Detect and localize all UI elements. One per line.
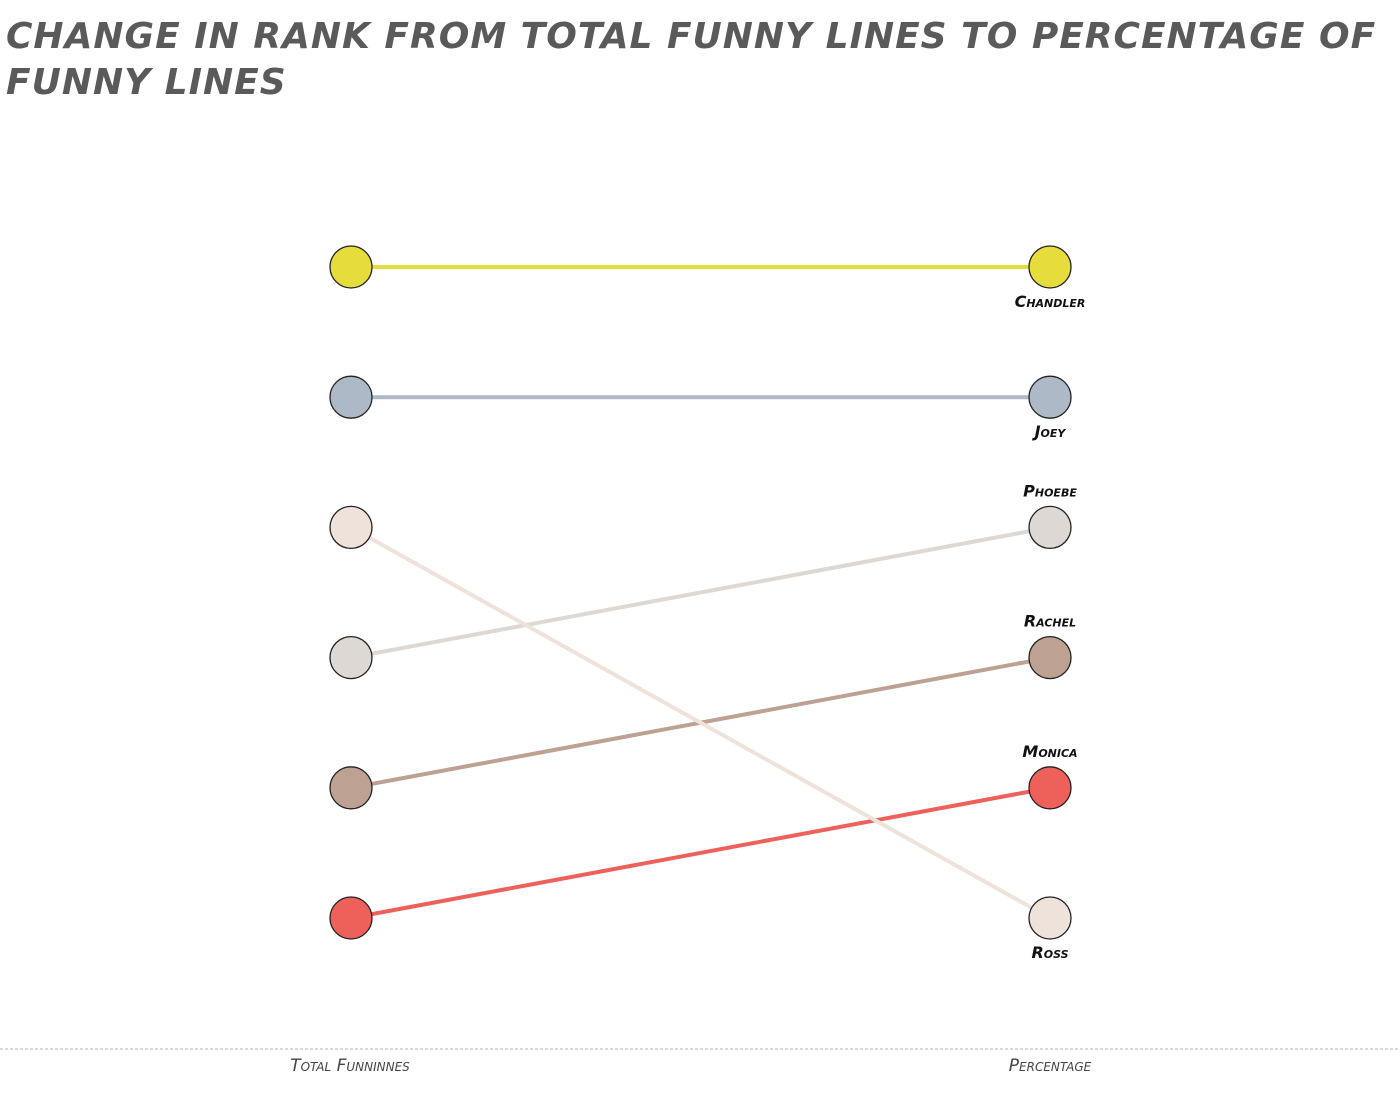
point-chandler-percentage [1028, 245, 1072, 289]
point-joey-total [329, 375, 373, 419]
series-line-monica [349, 785, 1052, 920]
point-joey-percentage [1028, 375, 1072, 419]
point-chandler-total [329, 245, 373, 289]
series-label-chandler: Chandler [1015, 292, 1086, 311]
point-rachel-percentage [1028, 635, 1072, 680]
point-rachel-total [329, 766, 373, 810]
point-ross-percentage [1028, 896, 1072, 940]
series-lines [349, 265, 1052, 920]
point-monica-percentage [1028, 766, 1072, 810]
series-labels: Chandler Joey Phoebe Rachel Monica Ross [1015, 292, 1086, 962]
series-label-joey: Joey [1032, 422, 1067, 441]
point-ross-total [329, 505, 373, 550]
x-axis-label-percentage: Percentage [1009, 1056, 1092, 1076]
point-phoebe-total [329, 635, 373, 680]
chart-title: Change in rank from total funny lines to… [6, 16, 1377, 103]
series-label-phoebe: Phoebe [1023, 481, 1077, 500]
x-axis-label-total: Total Funninnes [290, 1056, 410, 1076]
series-line-phoebe [349, 525, 1052, 660]
series-points [329, 245, 1072, 940]
series-line-ross [349, 525, 1052, 920]
series-label-ross: Ross [1031, 943, 1068, 962]
series-label-monica: Monica [1022, 742, 1077, 761]
point-monica-total [329, 896, 373, 940]
series-label-rachel: Rachel [1024, 612, 1076, 631]
point-phoebe-percentage [1028, 505, 1072, 550]
